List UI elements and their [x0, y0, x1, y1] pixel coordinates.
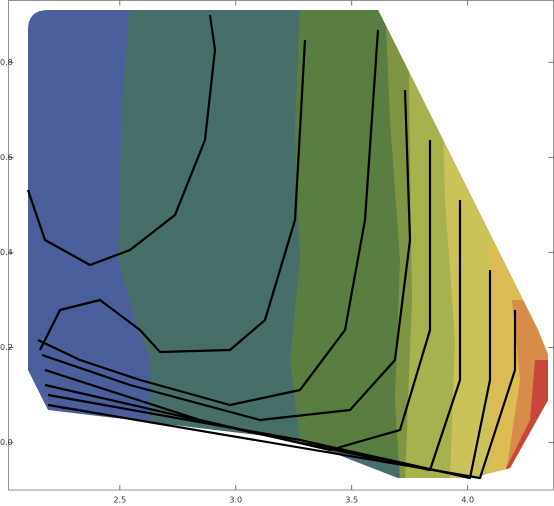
- y-tick-label: 0.2: [0, 343, 13, 352]
- x-tick-label: 3.0: [229, 496, 242, 505]
- y-tick-label: 0.6: [0, 153, 13, 162]
- y-tick-label: 0.0: [0, 438, 13, 447]
- y-tick-label: 0.4: [0, 248, 13, 257]
- y-tick-label: 0.8: [0, 58, 13, 67]
- x-tick-label: 4.0: [461, 496, 474, 505]
- x-tick-label: 2.5: [113, 496, 126, 505]
- contour-lines: [26, 14, 517, 480]
- x-tick-label: 3.5: [345, 496, 358, 505]
